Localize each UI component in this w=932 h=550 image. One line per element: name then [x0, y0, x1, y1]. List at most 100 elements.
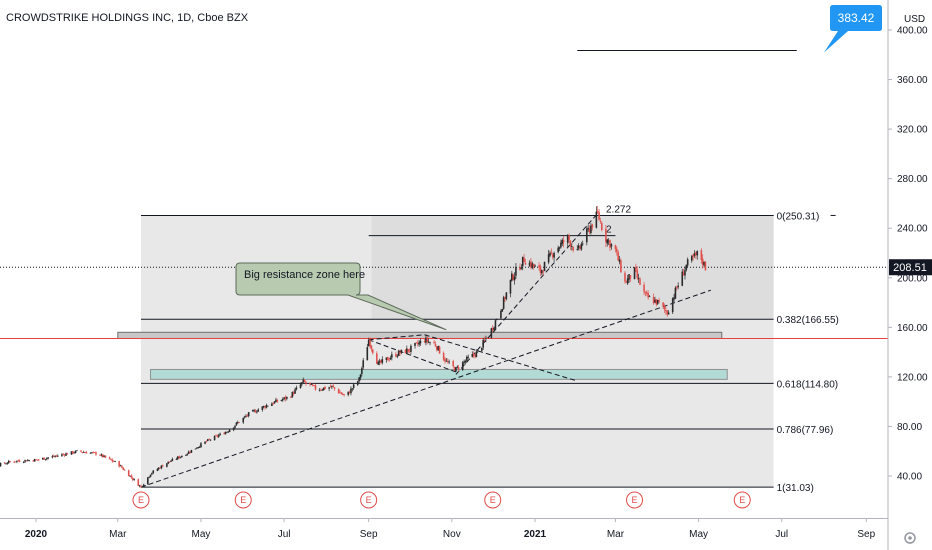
candle-body [178, 456, 180, 458]
earnings-marker-icon[interactable] [360, 491, 378, 509]
candle-body [500, 310, 502, 319]
candle-body [367, 339, 370, 347]
candle-body [610, 244, 613, 247]
candle-body [235, 422, 238, 426]
candle-body [378, 360, 381, 363]
candle-body [665, 310, 667, 312]
candle-body [581, 243, 584, 245]
candle-body [227, 431, 230, 433]
trendline[interactable] [140, 289, 712, 488]
candle-body [350, 388, 352, 394]
candle-body [52, 455, 55, 457]
candle-body [159, 467, 161, 469]
candle-body [371, 349, 374, 354]
earnings-marker-icon[interactable] [733, 491, 751, 509]
candle-body [617, 251, 619, 261]
fib-level-label: 1(31.03) [777, 483, 814, 494]
candle-body [685, 264, 688, 270]
candle-body [571, 245, 573, 247]
candle-body [572, 246, 574, 251]
candle-body [675, 286, 678, 288]
earnings-marker-icon[interactable] [132, 491, 150, 509]
candle-body [501, 308, 504, 312]
candle-body [628, 274, 630, 280]
candle-body [166, 463, 168, 467]
candle-body [70, 451, 73, 455]
candle-body [520, 267, 523, 270]
earnings-marker-icon[interactable] [484, 491, 502, 509]
earnings-marker-label: E [366, 495, 372, 505]
candle-body [444, 358, 446, 362]
candle-body [123, 469, 126, 471]
candle-body [562, 240, 565, 243]
candle-body [63, 454, 66, 456]
candle-body [425, 337, 427, 343]
candle-body [490, 328, 493, 338]
candle-body [515, 267, 517, 276]
x-axis[interactable]: 2020 Mar May Jul Sep Nov 2021 Mar May Jul Sep [25, 518, 876, 540]
candle-body [262, 406, 265, 408]
candle-body [122, 467, 125, 470]
candle-body [301, 382, 303, 385]
y-tick-label: 160.00 [897, 323, 928, 334]
y-tick-label: 320.00 [897, 125, 928, 136]
candle-body [485, 338, 487, 340]
trendline[interactable] [368, 334, 425, 341]
candle-body [625, 281, 628, 283]
candle-body [24, 460, 26, 462]
candle-body [472, 353, 475, 356]
candle-body [486, 337, 489, 339]
candle-body [93, 452, 96, 453]
candle-body [215, 435, 217, 437]
candle-body [381, 359, 384, 363]
candle-body [663, 306, 666, 310]
candle-body [509, 279, 512, 294]
earnings-marker-icon[interactable] [234, 491, 252, 509]
earnings-marker-icon[interactable] [626, 491, 644, 509]
candle-body [271, 403, 273, 407]
candle-body [73, 452, 75, 454]
candle-body [318, 389, 321, 391]
trendline[interactable] [455, 213, 599, 375]
earnings-marker-label: E [739, 495, 745, 505]
target-price-badge[interactable] [824, 5, 882, 53]
candle-body [692, 254, 694, 257]
candle-body [385, 357, 388, 360]
trendline[interactable] [424, 334, 577, 382]
candle-body [265, 405, 268, 408]
x-tick-label: May [192, 529, 211, 540]
candle-body [647, 293, 649, 298]
candle-body [366, 347, 369, 361]
candle-body [655, 299, 658, 305]
callout-box[interactable] [235, 262, 447, 331]
candle-body [543, 261, 546, 272]
candle-body [92, 451, 95, 453]
candle-body [504, 297, 506, 300]
candle-body [452, 361, 454, 367]
candle-body [475, 351, 478, 358]
candle-body [108, 457, 111, 459]
candle-body [549, 252, 551, 256]
settings-gear-icon[interactable] [904, 532, 916, 544]
candle-body [80, 450, 82, 452]
candle-body [186, 453, 189, 455]
candles-layer [0, 205, 707, 488]
candle-body [99, 454, 101, 456]
y-axis[interactable]: 400.00 360.00 320.00 280.00 240.00 200.00 160.… [824, 5, 932, 483]
candle-body [6, 463, 9, 465]
candle-body [551, 254, 554, 257]
candle-body [14, 461, 17, 463]
candle-body [257, 409, 260, 412]
zone-support[interactable] [150, 368, 728, 380]
last-price-badge[interactable] [889, 259, 932, 276]
candle-body [416, 342, 419, 345]
candle-body [253, 410, 255, 412]
candle-body [376, 353, 378, 364]
last-price-label: 208.51 [893, 262, 927, 274]
candle-body [332, 385, 335, 387]
candle-body [399, 351, 401, 354]
candle-body [242, 417, 245, 423]
candle-body [511, 273, 513, 281]
